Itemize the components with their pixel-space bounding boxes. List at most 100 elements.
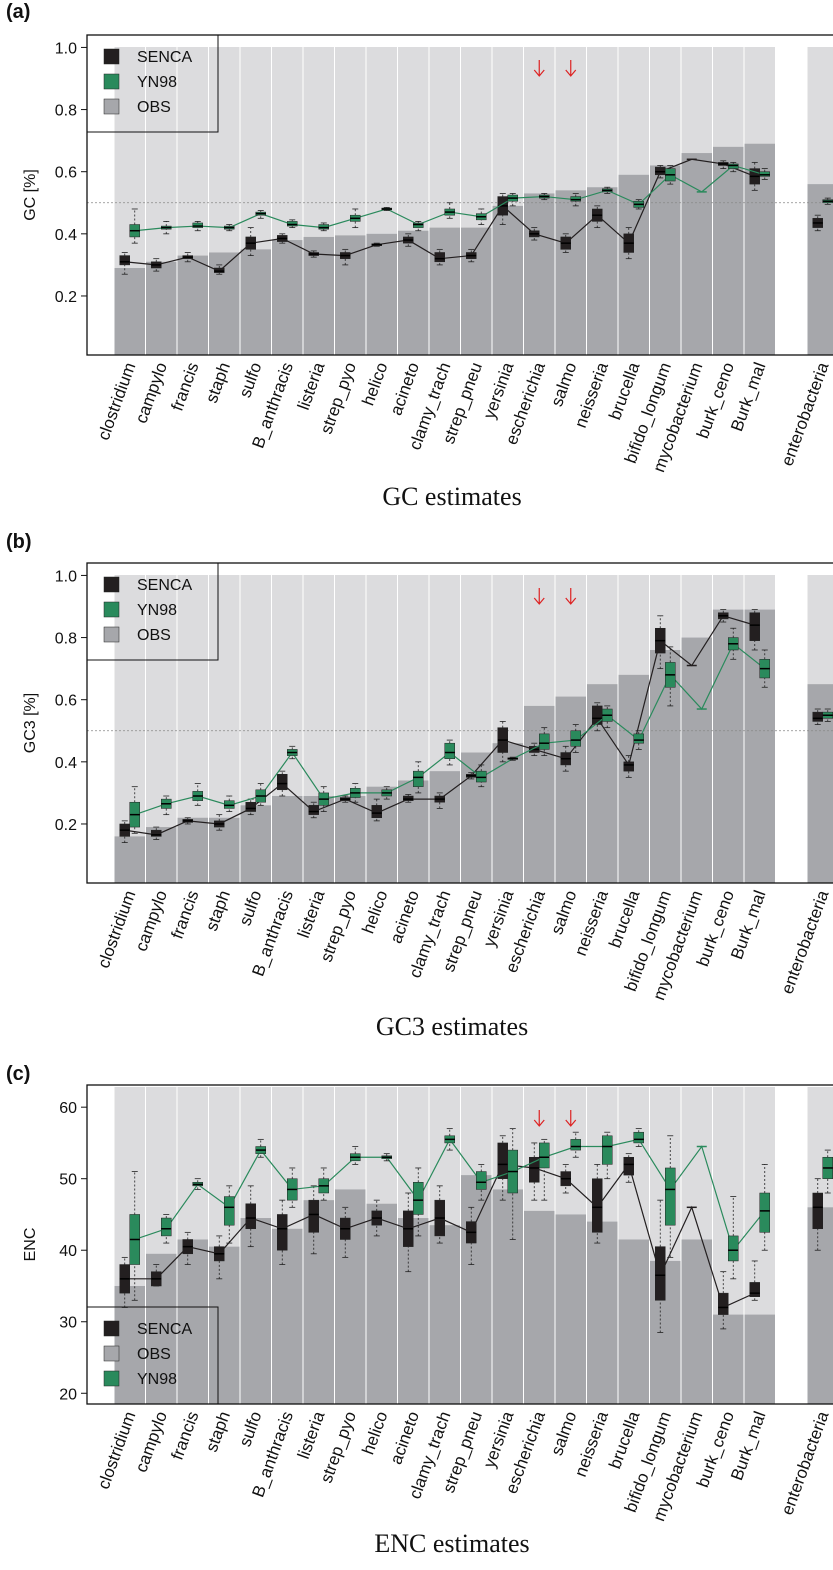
- y-tick-label: 0.6: [55, 693, 77, 710]
- obs-bar: [335, 796, 366, 883]
- box: [245, 1203, 256, 1230]
- box: [161, 1217, 172, 1237]
- obs-bar: [272, 796, 303, 883]
- box: [570, 730, 581, 747]
- obs-bar: [650, 165, 681, 355]
- obs-bar: [555, 1214, 586, 1404]
- obs-bar: [618, 674, 649, 883]
- box: [570, 196, 581, 202]
- box: [655, 166, 666, 176]
- x-tick-label: helico: [358, 888, 391, 936]
- obs-bar: [366, 786, 397, 883]
- plot-frame: [86, 1084, 833, 1405]
- box: [718, 1292, 729, 1315]
- box: [151, 829, 162, 837]
- x-tick-label: staph: [202, 888, 234, 934]
- obs-bar: [618, 1239, 649, 1404]
- legend-swatch: [103, 1320, 120, 1337]
- x-tick-label: clostridium: [94, 1409, 140, 1492]
- obs-bar: [461, 1175, 492, 1404]
- legend-label: OBS: [137, 99, 171, 116]
- y-axis-label: GC3 [%]: [22, 693, 39, 753]
- x-axis-title: ENC estimates: [374, 1529, 529, 1558]
- box: [444, 742, 455, 759]
- panel-label: (c): [6, 1063, 30, 1085]
- box: [602, 1135, 613, 1165]
- obs-bar: [713, 609, 744, 883]
- box: [277, 774, 288, 791]
- box: [403, 795, 414, 801]
- box: [277, 1214, 288, 1251]
- box: [476, 1171, 487, 1190]
- box: [192, 222, 203, 228]
- box: [759, 1192, 770, 1233]
- obs-bar: [177, 255, 208, 355]
- obs-bar: [524, 705, 555, 883]
- x-tick-label: salmo: [547, 360, 580, 409]
- obs-bar: [366, 1203, 397, 1404]
- box: [759, 171, 770, 177]
- box: [655, 1246, 666, 1301]
- y-axis-label: GC [%]: [22, 169, 39, 221]
- y-tick-label: 0.6: [55, 165, 77, 182]
- box: [371, 805, 382, 819]
- box: [539, 733, 550, 750]
- x-tick-label: staph: [202, 1409, 234, 1455]
- obs-bar: [492, 1189, 523, 1404]
- box: [245, 801, 256, 812]
- box: [224, 800, 235, 809]
- x-tick-label: helico: [358, 1409, 391, 1457]
- obs-bar: [398, 230, 429, 355]
- legend-label: SENCA: [137, 577, 192, 594]
- x-tick-label: francis: [168, 1409, 203, 1463]
- y-tick-label: 30: [59, 1315, 77, 1332]
- obs-bar: [555, 696, 586, 883]
- legend-label: OBS: [137, 1346, 171, 1363]
- obs-bar: [681, 153, 712, 355]
- y-tick-label: 50: [59, 1172, 77, 1189]
- box: [529, 1156, 540, 1183]
- obs-bar: [524, 1210, 555, 1404]
- legend-box: [86, 562, 219, 661]
- box: [413, 1182, 424, 1215]
- box: [413, 222, 424, 228]
- box: [592, 1178, 603, 1233]
- obs-bar: [114, 836, 145, 883]
- obs-bar: [429, 771, 460, 883]
- obs-bar: [272, 1228, 303, 1404]
- legend-label: YN98: [137, 1371, 177, 1388]
- panel-label: (a): [6, 1, 30, 23]
- x-tick-label: francis: [168, 360, 203, 414]
- legend-swatch: [103, 626, 120, 643]
- box: [665, 1167, 676, 1226]
- obs-bar: [272, 240, 303, 355]
- box: [749, 1282, 760, 1297]
- arrow: [565, 1110, 577, 1127]
- x-tick-label: sulfo: [235, 360, 265, 400]
- y-tick-label: 0.8: [55, 631, 77, 648]
- obs-bar: [366, 233, 397, 355]
- x-tick-label: clostridium: [94, 888, 140, 971]
- legend-label: OBS: [137, 627, 171, 644]
- legend-swatch: [103, 1345, 120, 1362]
- box: [434, 252, 445, 263]
- obs-bar: [303, 1200, 334, 1404]
- y-tick-label: 0.2: [55, 817, 77, 834]
- legend-box: [86, 34, 219, 133]
- legend-label: YN98: [137, 74, 177, 91]
- x-tick-label: enterobacteria: [777, 359, 832, 468]
- obs-bar: [492, 743, 523, 883]
- box: [413, 770, 424, 787]
- x-tick-label: salmo: [547, 1409, 580, 1458]
- box: [633, 733, 644, 744]
- box: [592, 705, 603, 725]
- legend-label: SENCA: [137, 1321, 192, 1338]
- obs-bar: [587, 1221, 618, 1404]
- obs-bar: [114, 1285, 145, 1404]
- obs-bar: [650, 649, 681, 883]
- y-tick-label: 0.4: [55, 755, 77, 772]
- y-tick-label: 0.2: [55, 289, 77, 306]
- x-tick-label: listeria: [294, 1408, 329, 1461]
- obs-bar: [209, 817, 240, 883]
